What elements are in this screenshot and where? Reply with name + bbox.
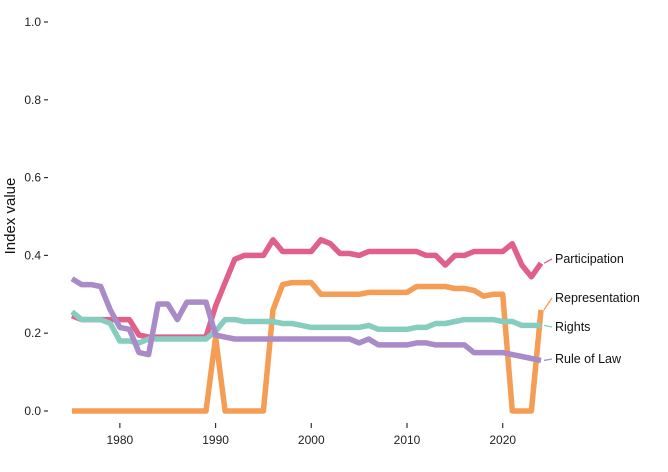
x-tick-label: 1980 <box>107 433 134 447</box>
label-connector-representation <box>543 297 553 311</box>
x-tick-label: 2000 <box>298 433 325 447</box>
y-tick-label: 0.0 <box>24 404 41 418</box>
y-tick-label: 0.2 <box>24 326 41 340</box>
series-line-rule-of-law <box>70 276 542 364</box>
y-tick-label: 0.4 <box>24 248 41 262</box>
x-tick-label: 2010 <box>394 433 421 447</box>
label-connector-rule-of-law <box>543 358 553 362</box>
label-connector-rights <box>543 324 553 328</box>
y-axis: 0.0 0.2 0.4 0.6 0.8 1.0 <box>24 15 48 418</box>
series-line-representation <box>72 279 544 414</box>
series-label-rights: Rights <box>555 320 590 334</box>
series-label-representation: Representation <box>555 291 640 305</box>
series-label-participation: Participation <box>555 252 624 266</box>
series-labels: Participation Representation Rights Rule of… <box>543 252 640 366</box>
series-lines <box>70 237 544 414</box>
x-tick-label: 1990 <box>202 433 229 447</box>
label-connector-participation <box>543 258 553 264</box>
x-axis: 1980 1990 2000 2010 2020 <box>107 423 516 447</box>
x-tick-label: 2020 <box>489 433 516 447</box>
y-tick-label: 0.6 <box>24 171 41 185</box>
series-label-rule-of-law: Rule of Law <box>555 352 622 366</box>
y-tick-label: 0.8 <box>24 93 41 107</box>
y-axis-title: Index value <box>2 178 19 255</box>
y-tick-label: 1.0 <box>24 15 41 29</box>
